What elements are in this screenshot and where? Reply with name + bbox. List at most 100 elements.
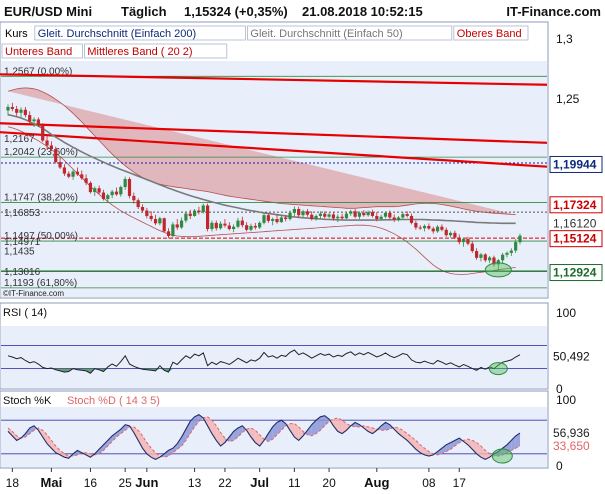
candle-body-55 bbox=[245, 225, 249, 230]
candle-body-60 bbox=[266, 215, 270, 221]
candle-body-117 bbox=[514, 242, 518, 251]
stoch-fill-segment-86 bbox=[381, 422, 386, 431]
stoch-fill-segment-113 bbox=[498, 448, 503, 457]
candle-body-64 bbox=[284, 217, 288, 220]
candle-body-68 bbox=[301, 211, 305, 216]
candle-body-73 bbox=[323, 213, 327, 217]
candle-body-31 bbox=[140, 207, 145, 211]
copyright: ©IT-Finance.com bbox=[3, 289, 64, 298]
candle-body-97 bbox=[427, 225, 431, 229]
legend-item-5: Mittleres Band ( 20 2) bbox=[87, 46, 192, 58]
candle-body-44 bbox=[197, 210, 201, 213]
stoch-fill-segment-71 bbox=[316, 416, 321, 434]
candle-body-45 bbox=[201, 205, 205, 213]
candle-body-101 bbox=[444, 229, 448, 236]
legend-box-1 bbox=[34, 25, 246, 41]
candle-body-34 bbox=[153, 219, 158, 224]
candle-body-85 bbox=[375, 215, 379, 220]
stoch-fill-segment-49 bbox=[220, 432, 225, 446]
left-price-label-4: 1,13016 bbox=[4, 267, 41, 278]
chart-header: EUR/USD Mini Täglich 1,15324 (+0,35%) 21… bbox=[4, 4, 601, 19]
ma50-line bbox=[7, 113, 516, 225]
candle-body-50 bbox=[223, 223, 227, 226]
candle-body-7 bbox=[36, 119, 40, 126]
stoch-fill-segment-65 bbox=[290, 423, 295, 437]
candle-body-28 bbox=[127, 179, 132, 196]
candle-body-22 bbox=[101, 192, 106, 200]
bollinger-upper-line bbox=[7, 87, 516, 216]
candle-body-108 bbox=[475, 251, 479, 258]
candle-body-23 bbox=[106, 195, 110, 200]
candle-body-99 bbox=[435, 226, 440, 232]
stoch-fill-segment-114 bbox=[502, 444, 507, 455]
time-axis-label-11: 08 bbox=[422, 476, 436, 490]
stoch-fill-segment-46 bbox=[207, 416, 212, 434]
candle-body-88 bbox=[388, 212, 392, 218]
candle-body-10 bbox=[49, 145, 53, 149]
legend-box-3 bbox=[453, 25, 529, 41]
stoch-fill-segment-83 bbox=[368, 426, 373, 434]
candle-body-0 bbox=[6, 106, 10, 111]
candle-body-46 bbox=[205, 205, 210, 230]
candle-body-95 bbox=[418, 227, 422, 229]
candle-body-82 bbox=[362, 212, 366, 216]
price-label-box-3 bbox=[549, 230, 603, 248]
fibonacci-label-0: 1,2567 (0,00%) bbox=[4, 66, 72, 77]
legend-item-3: Oberes Band bbox=[457, 28, 522, 40]
candle-body-93 bbox=[409, 215, 414, 223]
stoch-fill-segment-40 bbox=[181, 429, 186, 446]
candle-body-19 bbox=[88, 182, 93, 193]
candle-body-51 bbox=[227, 225, 231, 230]
candle-body-3 bbox=[19, 109, 23, 113]
candle-body-1 bbox=[10, 106, 14, 109]
stoch-fill-segment-98 bbox=[433, 451, 438, 455]
stoch-fill-segment-39 bbox=[177, 437, 182, 450]
candle-body-62 bbox=[275, 219, 279, 223]
candle-body-12 bbox=[58, 162, 62, 168]
candle-body-49 bbox=[219, 223, 223, 229]
stoch-fill-segment-68 bbox=[303, 430, 308, 436]
bollinger-lower-line bbox=[7, 126, 516, 275]
stoch-fill-segment-9 bbox=[47, 434, 52, 449]
left-price-label-2: 1,14971 bbox=[4, 237, 41, 248]
candle-body-70 bbox=[310, 214, 314, 220]
stoch-fill-segment-10 bbox=[51, 440, 56, 453]
stoch-fill-segment-23 bbox=[107, 435, 113, 446]
stoch-k-title: Stoch %K bbox=[3, 395, 52, 407]
candle-body-18 bbox=[84, 178, 88, 183]
stoch-fill-segment-21 bbox=[99, 444, 104, 454]
candle-body-110 bbox=[483, 254, 487, 261]
candle-body-30 bbox=[136, 200, 140, 208]
candle-body-81 bbox=[357, 212, 362, 217]
candle-body-26 bbox=[119, 187, 123, 195]
stoch-fill-segment-76 bbox=[337, 417, 343, 434]
support-highlight-ellipse bbox=[484, 262, 512, 278]
stoch-fill-segment-117 bbox=[515, 433, 520, 449]
candle-body-35 bbox=[158, 218, 162, 224]
stoch-fill-segment-100 bbox=[441, 444, 447, 454]
candle-body-20 bbox=[93, 188, 97, 193]
candle-body-98 bbox=[431, 228, 435, 232]
stoch-fill-segment-106 bbox=[467, 439, 473, 450]
candle-body-71 bbox=[314, 215, 318, 220]
price-label-4: 1,12924 bbox=[553, 266, 597, 280]
candle-body-67 bbox=[297, 209, 301, 216]
trendline-1 bbox=[0, 122, 548, 144]
fibonacci-label-4: 1,1193 (61,80%) bbox=[4, 278, 77, 289]
left-price-label-0: 1,2167 bbox=[4, 134, 35, 145]
time-axis-label-0: 18 bbox=[6, 476, 20, 490]
candle-body-32 bbox=[145, 210, 149, 216]
candle-body-77 bbox=[340, 216, 344, 219]
candle-body-11 bbox=[54, 148, 58, 163]
stoch-fill-segment-66 bbox=[294, 423, 299, 441]
candle-body-105 bbox=[461, 239, 466, 243]
stoch-fill-segment-6 bbox=[34, 425, 39, 431]
stoch-d-line bbox=[7, 416, 521, 458]
time-axis-label-8: 11 bbox=[288, 476, 301, 490]
rsi-axis-tick-100: 100 bbox=[556, 306, 576, 320]
candle-body-103 bbox=[453, 232, 457, 238]
candle-body-47 bbox=[210, 222, 214, 230]
candle-body-38 bbox=[171, 224, 175, 236]
stoch-fill-segment-60 bbox=[268, 426, 273, 442]
candle-body-90 bbox=[396, 217, 401, 220]
